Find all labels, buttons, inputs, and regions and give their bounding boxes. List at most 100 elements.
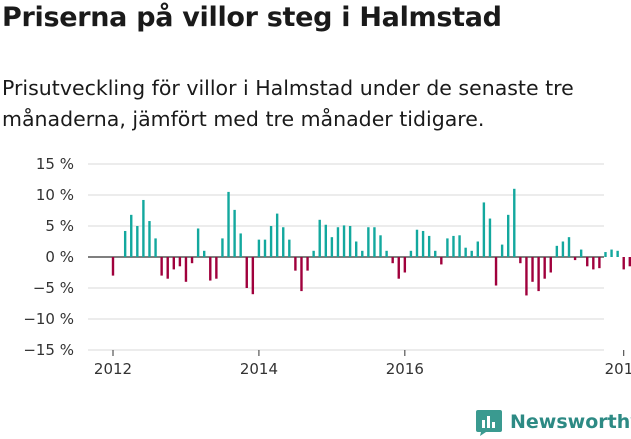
- bar: [300, 257, 303, 292]
- y-tick-label: 5 %: [45, 217, 74, 235]
- bar: [421, 230, 425, 257]
- bar: [367, 227, 370, 257]
- bar: [269, 226, 273, 257]
- bar: [452, 235, 455, 257]
- bar: [531, 257, 534, 282]
- bar: [500, 244, 504, 257]
- bar: [385, 250, 388, 257]
- bar: [324, 224, 327, 257]
- bar: [604, 252, 607, 257]
- bar: [598, 257, 601, 269]
- bar: [245, 257, 248, 288]
- bar: [476, 241, 479, 257]
- bar: [373, 227, 376, 257]
- newsworthy-logo: Newsworthy: [474, 406, 631, 438]
- y-tick-label: −15 %: [23, 341, 74, 359]
- chart-title: Priserna på villor steg i Halmstad: [2, 2, 502, 33]
- chart-subtitle: Prisutveckling för villor i Halmstad und…: [2, 76, 574, 131]
- bar: [355, 241, 358, 257]
- bar: [616, 250, 619, 257]
- bar: [555, 245, 559, 257]
- bar: [123, 230, 127, 257]
- bar: [494, 257, 498, 286]
- bar: [592, 257, 595, 270]
- bar: [586, 257, 589, 267]
- bar: [130, 214, 133, 257]
- bar: [610, 249, 613, 257]
- bar: [622, 257, 625, 270]
- bar: [543, 257, 546, 279]
- x-tick-label: 2014: [240, 360, 278, 378]
- bar: [233, 209, 236, 257]
- bar: [361, 250, 364, 257]
- bar: [519, 257, 522, 264]
- bar: [215, 257, 218, 279]
- bar: [196, 228, 200, 257]
- bar: [427, 235, 431, 257]
- bar: [470, 250, 473, 257]
- bar: [628, 257, 631, 267]
- bar: [282, 227, 285, 257]
- brand-name: Newsworthy: [510, 411, 631, 433]
- y-tick-label: 15 %: [36, 155, 74, 173]
- bar: [257, 239, 261, 257]
- bar: [342, 225, 346, 257]
- bar: [379, 235, 382, 257]
- bar: [178, 257, 182, 267]
- bar: [288, 239, 291, 257]
- y-tick-label: 0 %: [45, 248, 74, 266]
- bars: [111, 188, 631, 296]
- bar: [275, 213, 279, 257]
- gridlines: [88, 163, 604, 351]
- bar: [251, 257, 255, 295]
- y-axis: 15 % 10 % 5 % 0 % −5 % −10 % −15 %: [23, 155, 74, 359]
- bar: [397, 257, 400, 279]
- bar: [318, 219, 321, 257]
- bar: [525, 257, 528, 296]
- y-tick-label: 10 %: [36, 186, 74, 204]
- y-tick-label: −5 %: [33, 279, 74, 297]
- bar: [330, 237, 334, 257]
- bar: [136, 226, 139, 257]
- bar: [446, 238, 449, 257]
- bar: [166, 257, 169, 279]
- bar: [391, 257, 394, 264]
- bar: [488, 218, 492, 257]
- bar: [579, 249, 583, 257]
- bar: [403, 257, 407, 273]
- x-axis: 2012201420162019202120232025: [94, 350, 631, 378]
- x-tick-label: 2016: [386, 360, 424, 378]
- newsworthy-icon: [476, 410, 502, 436]
- bar: [458, 235, 461, 257]
- bar: [148, 221, 151, 257]
- bar: [227, 191, 230, 257]
- bar: [513, 188, 516, 257]
- bar: [239, 233, 242, 257]
- bar: [348, 226, 352, 257]
- bar: [440, 257, 443, 265]
- bar: [203, 250, 206, 257]
- bar: [573, 257, 577, 261]
- bar: [537, 257, 540, 292]
- bar: [190, 257, 194, 264]
- bar: [464, 247, 467, 257]
- bar: [263, 239, 267, 257]
- bar: [160, 257, 163, 276]
- bar: [312, 250, 315, 257]
- bar: [111, 257, 115, 276]
- bar: [306, 257, 309, 271]
- y-tick-label: −10 %: [23, 310, 74, 328]
- bar: [415, 229, 419, 257]
- bar: [507, 214, 510, 257]
- bar: [294, 257, 297, 271]
- bar: [142, 199, 145, 257]
- bar: [209, 257, 212, 281]
- bar: [561, 241, 565, 257]
- bar: [172, 257, 175, 270]
- bar: [154, 238, 157, 257]
- x-tick-label: 2012: [94, 360, 132, 378]
- bar: [336, 227, 340, 257]
- bar: [434, 250, 437, 257]
- bar: [567, 237, 571, 257]
